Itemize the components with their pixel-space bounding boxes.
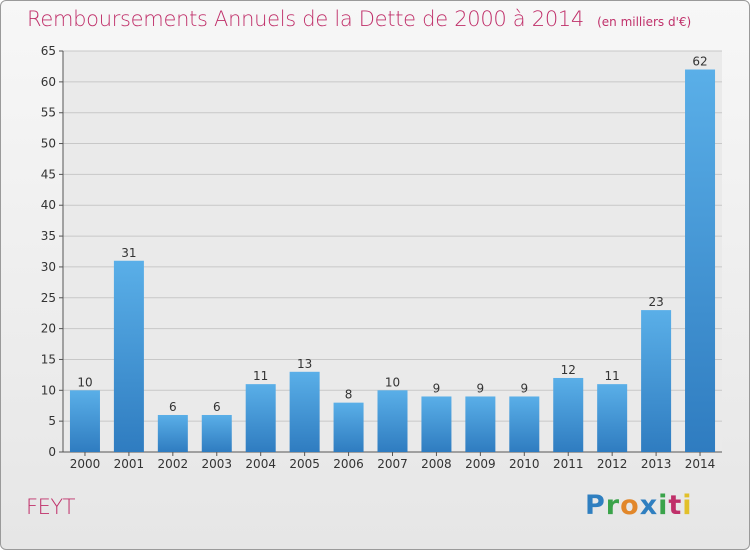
y-tick-label: 25 xyxy=(41,291,56,305)
bar xyxy=(377,390,408,452)
bar xyxy=(641,310,672,452)
y-tick-label: 60 xyxy=(41,75,56,89)
bar-value-label: 6 xyxy=(213,400,221,414)
chart-title: Remboursements Annuels de la Dette de 20… xyxy=(27,7,691,31)
bar xyxy=(157,414,188,452)
x-tick-label: 2008 xyxy=(421,457,452,471)
bar xyxy=(333,402,364,452)
bar-value-label: 8 xyxy=(345,388,353,402)
y-tick-label: 40 xyxy=(41,198,56,212)
y-tick-label: 35 xyxy=(41,229,56,243)
y-tick-label: 45 xyxy=(41,167,56,181)
chart-title-text: Remboursements Annuels de la Dette de 20… xyxy=(27,7,584,31)
x-tick-label: 2003 xyxy=(201,457,232,471)
x-tick-label: 2010 xyxy=(509,457,540,471)
bar-value-label: 13 xyxy=(297,357,312,371)
x-tick-label: 2002 xyxy=(158,457,189,471)
x-tick-label: 2014 xyxy=(685,457,716,471)
bar-value-label: 9 xyxy=(477,381,485,395)
y-tick-label: 0 xyxy=(48,445,56,459)
x-tick-label: 2001 xyxy=(114,457,145,471)
y-tick-label: 50 xyxy=(41,137,56,151)
y-tick-label: 5 xyxy=(48,414,56,428)
y-tick-label: 30 xyxy=(41,260,56,274)
bar xyxy=(421,396,452,452)
bar xyxy=(553,377,584,452)
x-tick-label: 2004 xyxy=(245,457,276,471)
y-tick-label: 20 xyxy=(41,322,56,336)
bar-value-label: 11 xyxy=(253,369,268,383)
bar-value-label: 6 xyxy=(169,400,177,414)
chart-unit-text: (en milliers d'€) xyxy=(597,15,692,29)
commune-name: FEYT xyxy=(26,495,76,519)
proxiti-logo: Proxiti xyxy=(585,490,693,521)
bar xyxy=(113,260,144,452)
bar-value-label: 23 xyxy=(648,295,663,309)
x-tick-label: 2005 xyxy=(289,457,320,471)
y-tick-label: 10 xyxy=(41,383,56,397)
x-tick-label: 2012 xyxy=(597,457,628,471)
bar-value-label: 62 xyxy=(692,55,707,69)
bar xyxy=(509,396,540,452)
bar xyxy=(685,69,716,452)
y-tick-label: 65 xyxy=(41,44,56,58)
y-tick-label: 15 xyxy=(41,352,56,366)
bar-value-label: 9 xyxy=(520,381,528,395)
bar xyxy=(289,371,320,452)
bar-value-label: 10 xyxy=(385,375,400,389)
bar xyxy=(465,396,496,452)
bar-value-label: 10 xyxy=(77,375,92,389)
bar-value-label: 9 xyxy=(433,381,441,395)
bar-value-label: 31 xyxy=(121,246,136,260)
x-tick-label: 2006 xyxy=(333,457,364,471)
bar-value-label: 12 xyxy=(561,363,576,377)
x-tick-label: 2011 xyxy=(553,457,584,471)
bar xyxy=(597,384,628,452)
bar-value-label: 11 xyxy=(605,369,620,383)
bar xyxy=(245,384,276,452)
y-tick-label: 55 xyxy=(41,106,56,120)
x-tick-label: 2007 xyxy=(377,457,408,471)
x-tick-label: 2009 xyxy=(465,457,496,471)
bar xyxy=(201,414,232,452)
x-tick-label: 2013 xyxy=(641,457,672,471)
x-tick-label: 2000 xyxy=(70,457,101,471)
bar xyxy=(69,390,100,452)
